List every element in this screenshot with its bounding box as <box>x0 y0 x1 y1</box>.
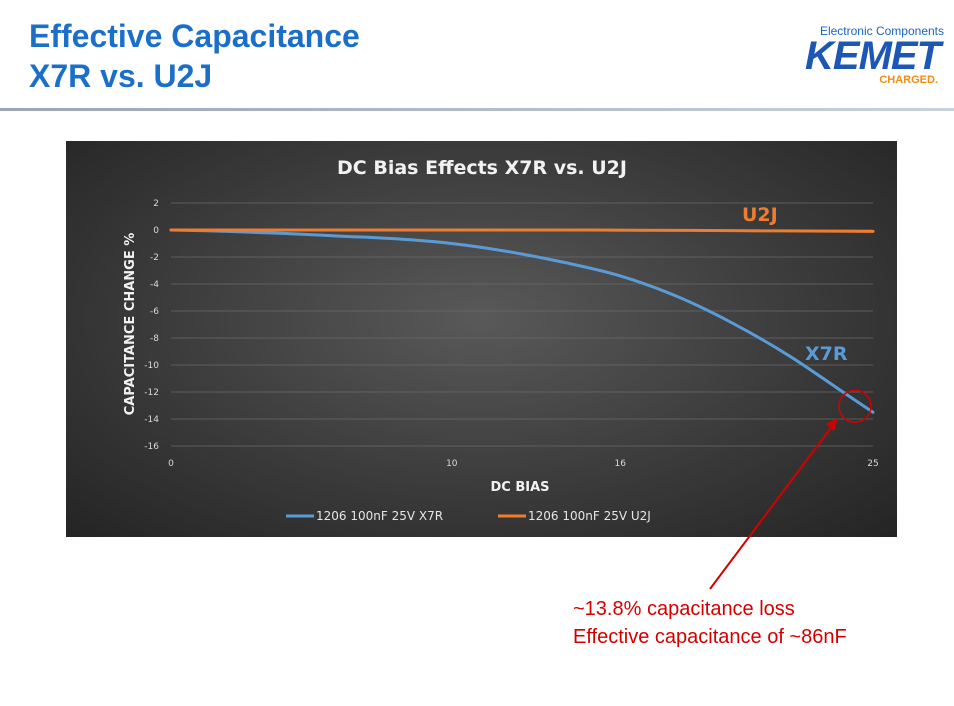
annotation-x7r: X7R <box>805 343 848 365</box>
y-tick-label: 2 <box>153 199 159 209</box>
callout-arrow-line <box>709 424 834 590</box>
x-tick-label: 16 <box>615 459 627 469</box>
y-tick-label: -10 <box>144 361 159 371</box>
y-tick-label: 0 <box>153 226 159 236</box>
logo-brand: KEMET <box>805 34 941 78</box>
callout-circle <box>838 389 872 423</box>
x-tick-label: 10 <box>446 459 458 469</box>
legend-label: 1206 100nF 25V X7R <box>316 509 443 523</box>
callout-line-1: ~13.8% capacitance loss <box>573 598 795 620</box>
x-axis-label: DC BIAS <box>490 480 549 495</box>
callout-text: ~13.8% capacitance loss Effective capaci… <box>573 595 847 651</box>
y-axis-label: CAPACITANCE CHANGE % <box>123 233 138 416</box>
x-tick-label: 0 <box>168 459 174 469</box>
slide-title: Effective Capacitance X7R vs. U2J <box>29 16 360 96</box>
series-line-u2j <box>169 228 875 233</box>
logo-slogan: CHARGED. <box>879 74 938 86</box>
legend-label: 1206 100nF 25V U2J <box>528 509 651 523</box>
logo-tagline: Electronic Components <box>819 24 944 38</box>
y-tick-label: -16 <box>144 442 159 452</box>
x-tick-label: 25 <box>867 459 878 469</box>
y-tick-label: -4 <box>150 280 159 290</box>
y-tick-label: -14 <box>144 415 159 425</box>
y-tick-label: -2 <box>150 253 159 263</box>
y-tick-label: -6 <box>150 307 159 317</box>
title-divider <box>0 108 954 111</box>
slide-title-line-2: X7R vs. U2J <box>29 58 213 94</box>
annotation-u2j: U2J <box>742 204 778 226</box>
kemet-logo: Electronic Components KEMET CHARGED. <box>786 24 946 94</box>
callout-arrowhead <box>826 418 838 431</box>
callout-line-2: Effective capacitance of ~86nF <box>573 626 847 648</box>
slide-title-line-1: Effective Capacitance <box>29 18 360 54</box>
y-tick-label: -8 <box>150 334 159 344</box>
chart-title: DC Bias Effects X7R vs. U2J <box>337 157 627 179</box>
series-line-x7r <box>169 228 875 414</box>
y-tick-label: -12 <box>144 388 159 398</box>
